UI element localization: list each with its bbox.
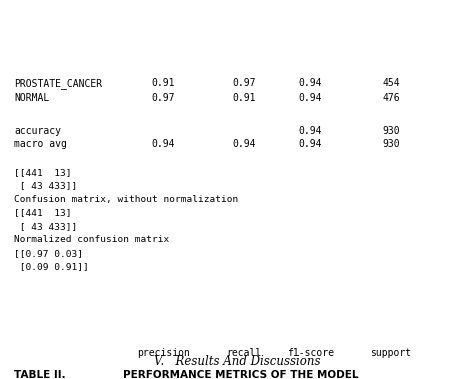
Text: V.   Results And Discussions: V. Results And Discussions bbox=[154, 355, 320, 368]
Text: support: support bbox=[371, 348, 411, 358]
Text: [[0.97 0.03]: [[0.97 0.03] bbox=[14, 249, 83, 258]
Text: [ 43 433]]: [ 43 433]] bbox=[14, 182, 77, 191]
Text: TABLE II.: TABLE II. bbox=[14, 370, 66, 379]
Text: [[441  13]: [[441 13] bbox=[14, 208, 72, 218]
Text: PROSTATE_CANCER: PROSTATE_CANCER bbox=[14, 78, 102, 89]
Text: 0.94: 0.94 bbox=[299, 93, 322, 103]
Text: 930: 930 bbox=[382, 126, 400, 136]
Text: 930: 930 bbox=[382, 139, 400, 149]
Text: Normalized confusion matrix: Normalized confusion matrix bbox=[14, 235, 170, 244]
Text: 0.97: 0.97 bbox=[232, 78, 256, 88]
Text: 476: 476 bbox=[382, 93, 400, 103]
Text: [[441  13]: [[441 13] bbox=[14, 168, 72, 177]
Text: 0.94: 0.94 bbox=[232, 139, 256, 149]
Text: 0.91: 0.91 bbox=[232, 93, 256, 103]
Text: 0.91: 0.91 bbox=[152, 78, 175, 88]
Text: PERFORMANCE METRICS OF THE MODEL: PERFORMANCE METRICS OF THE MODEL bbox=[123, 370, 359, 379]
Text: 0.94: 0.94 bbox=[299, 126, 322, 136]
Text: 0.97: 0.97 bbox=[152, 93, 175, 103]
Text: [ 43 433]]: [ 43 433]] bbox=[14, 222, 77, 231]
Text: 0.94: 0.94 bbox=[299, 78, 322, 88]
Text: 454: 454 bbox=[382, 78, 400, 88]
Text: 0.94: 0.94 bbox=[299, 139, 322, 149]
Text: 0.94: 0.94 bbox=[152, 139, 175, 149]
Text: NORMAL: NORMAL bbox=[14, 93, 49, 103]
Text: recall: recall bbox=[227, 348, 262, 358]
Text: macro avg: macro avg bbox=[14, 139, 67, 149]
Text: accuracy: accuracy bbox=[14, 126, 61, 136]
Text: [0.09 0.91]]: [0.09 0.91]] bbox=[14, 263, 89, 271]
Text: f1-score: f1-score bbox=[287, 348, 334, 358]
Text: Confusion matrix, without normalization: Confusion matrix, without normalization bbox=[14, 195, 238, 204]
Text: precision: precision bbox=[137, 348, 190, 358]
